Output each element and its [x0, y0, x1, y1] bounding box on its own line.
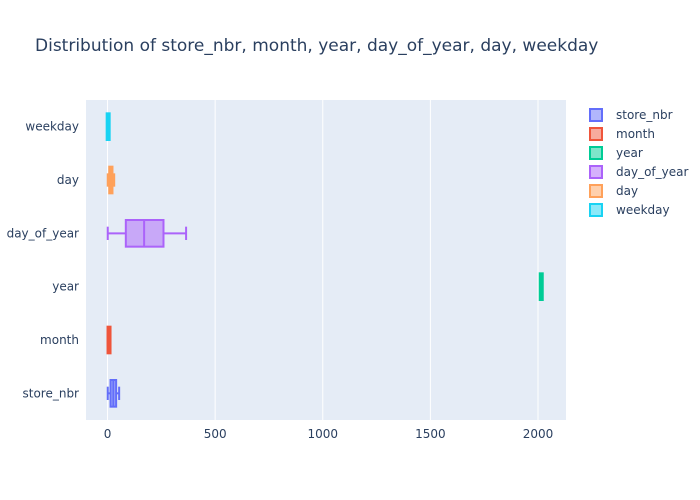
legend-swatch: [589, 146, 603, 160]
box-store-nbr[interactable]: [106, 379, 121, 408]
legend-swatch: [589, 127, 603, 141]
box-month[interactable]: [106, 325, 112, 355]
legend-label: weekday: [616, 203, 670, 217]
boxes: [105, 112, 544, 408]
y-tick-label: day_of_year: [7, 226, 79, 240]
legend-label: day: [616, 184, 638, 198]
plot-area: [86, 100, 566, 420]
box-year[interactable]: [538, 272, 544, 302]
legend-swatch: [589, 184, 603, 198]
x-tick-label: 0: [104, 427, 112, 441]
y-tick-label: store_nbr: [22, 386, 79, 400]
y-tick-label: day: [57, 173, 79, 187]
y-tick-label: weekday: [25, 120, 79, 134]
legend-label: year: [616, 146, 643, 160]
chart-title: Distribution of store_nbr, month, year, …: [35, 36, 598, 56]
legend-item-day-of-year[interactable]: day_of_year: [589, 165, 688, 179]
legend-swatch: [589, 108, 603, 122]
box-day[interactable]: [106, 165, 116, 195]
y-axis-ticks: store_nbr month year day_of_year day weekday: [7, 120, 79, 401]
grid-lines: [107, 100, 539, 420]
box-day-of-year[interactable]: [106, 219, 188, 248]
legend-item-month[interactable]: month: [589, 127, 655, 141]
legend-item-weekday[interactable]: weekday: [589, 203, 670, 217]
legend-label: store_nbr: [616, 108, 673, 122]
y-tick-label: month: [40, 333, 79, 347]
legend-label: day_of_year: [616, 165, 688, 179]
y-tick-label: year: [52, 280, 79, 294]
x-axis-ticks: 0 500 1000 1500 2000: [104, 427, 554, 441]
x-tick-label: 500: [204, 427, 227, 441]
legend-label: month: [616, 127, 655, 141]
legend-swatch: [589, 165, 603, 179]
box-weekday[interactable]: [105, 112, 111, 142]
legend-item-store-nbr[interactable]: store_nbr: [589, 108, 673, 122]
legend-item-year[interactable]: year: [589, 146, 643, 160]
legend-swatch: [589, 203, 603, 217]
legend-item-day[interactable]: day: [589, 184, 638, 198]
x-tick-label: 1500: [415, 427, 446, 441]
x-tick-label: 2000: [523, 427, 554, 441]
x-tick-label: 1000: [307, 427, 338, 441]
